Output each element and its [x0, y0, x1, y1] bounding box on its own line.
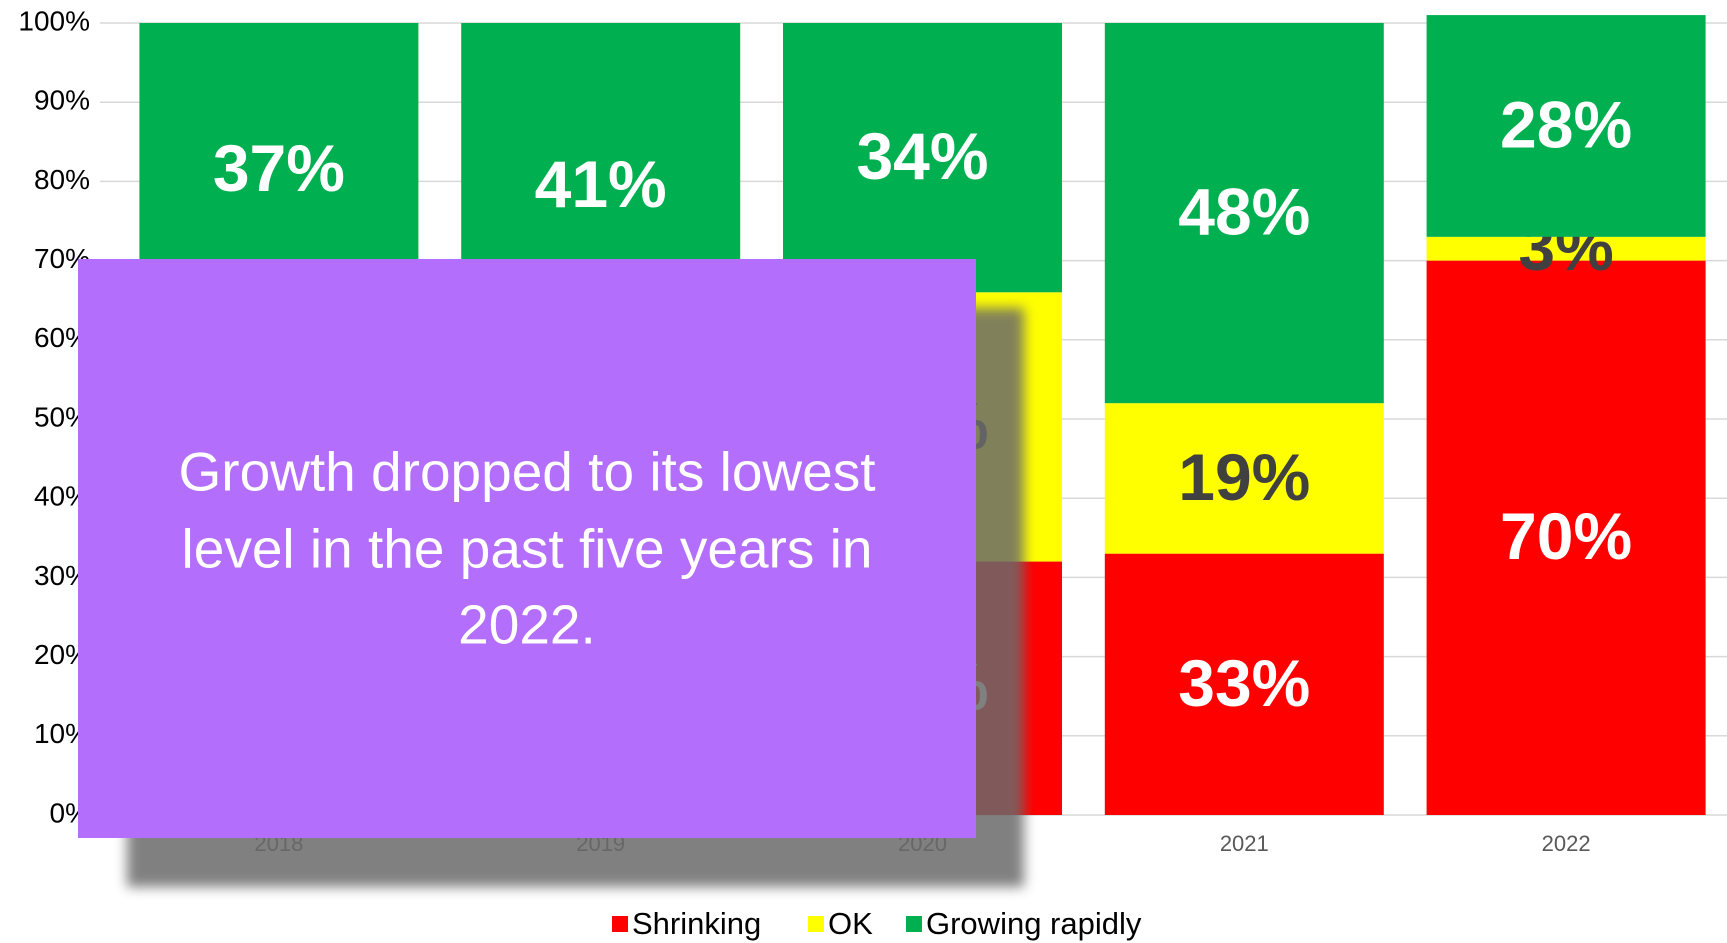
legend-swatch — [612, 916, 628, 932]
legend: Shrinking OK Growing rapidly — [612, 906, 1142, 941]
bar-segment — [1426, 236, 1706, 261]
data-label: 37% — [213, 131, 345, 205]
data-label: 34% — [856, 119, 988, 193]
callout-text: Growth dropped to its lowest — [178, 441, 875, 503]
callout-text: level in the past five years in — [182, 518, 873, 580]
bar-segment — [1426, 260, 1706, 816]
bar-segment — [1104, 23, 1384, 404]
x-tick-label: 2022 — [1542, 831, 1591, 856]
data-label: 28% — [1500, 87, 1632, 161]
legend-label: Shrinking — [632, 906, 761, 941]
data-label: 33% — [1178, 646, 1310, 720]
y-tick-label: 90% — [34, 85, 90, 116]
bar-segment — [1104, 553, 1384, 815]
callout: Growth dropped to its lowest level in th… — [78, 259, 1024, 887]
legend-label: OK — [828, 906, 873, 941]
legend-label: Growing rapidly — [926, 906, 1142, 941]
bar-segment — [783, 23, 1062, 293]
y-tick-label: 100% — [18, 5, 90, 36]
legend-swatch — [808, 916, 824, 932]
x-tick-label: 2021 — [1220, 831, 1269, 856]
callout-box — [78, 259, 976, 838]
data-label: 48% — [1178, 175, 1310, 249]
bar-segment — [1104, 403, 1384, 554]
data-label: 19% — [1178, 440, 1310, 514]
y-tick-label: 80% — [34, 164, 90, 195]
legend-swatch — [906, 916, 922, 932]
callout-text: 2022. — [458, 594, 596, 656]
bar-segment — [1426, 15, 1706, 237]
data-label: 70% — [1500, 499, 1632, 573]
data-label: 41% — [535, 147, 667, 221]
